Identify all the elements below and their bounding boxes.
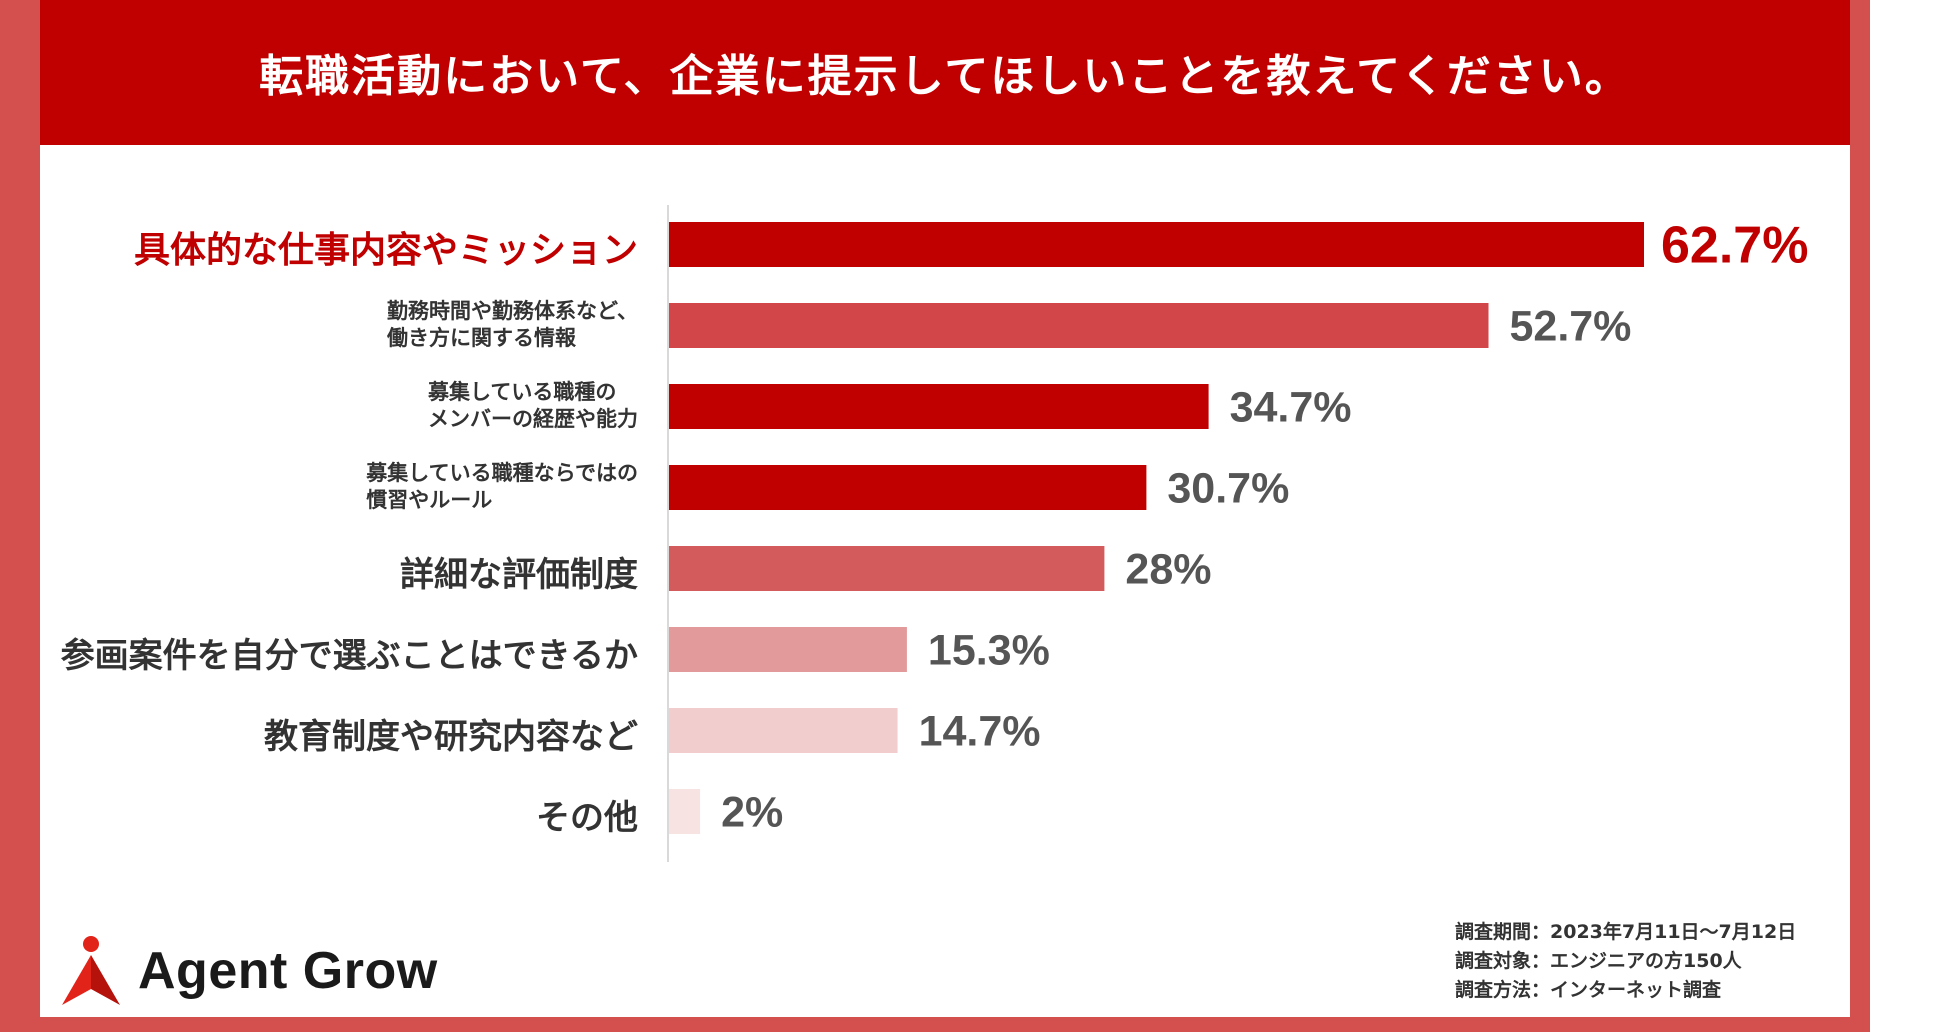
category-label-6: 参画案件を自分で選ぶことはできるか xyxy=(60,636,638,676)
value-label-1: 62.7% xyxy=(1661,217,1808,275)
bar-4 xyxy=(669,465,1147,510)
category-label-8: その他 xyxy=(536,798,638,838)
bar-7 xyxy=(669,708,898,753)
brand-name: Agent Grow xyxy=(138,942,438,1000)
value-label-7: 14.7% xyxy=(919,708,1041,756)
category-label-2: 勤務時間や勤務体系など、 働き方に関する情報 xyxy=(387,298,638,352)
value-label-6: 15.3% xyxy=(928,627,1050,675)
survey-method: 調査方法：インターネット調査 xyxy=(1455,979,1722,1001)
category-label-line: 慣習やルール xyxy=(366,488,493,512)
right-margin xyxy=(1870,0,1950,1032)
category-label-1: 具体的な仕事内容やミッション xyxy=(133,230,638,271)
category-label-line: 働き方に関する情報 xyxy=(387,326,577,350)
brand-logo: Agent Grow xyxy=(60,935,438,1007)
category-label-line: メンバーの経歴や能力 xyxy=(428,407,638,431)
person-arrow-logo-icon xyxy=(62,936,120,1005)
value-label-2: 52.7% xyxy=(1509,303,1631,351)
category-label-7: 教育制度や研究内容など xyxy=(264,717,638,757)
survey-target: 調査対象：エンジニアの方150人 xyxy=(1455,950,1742,972)
header-banner: 転職活動において、企業に提示してほしいことを教えてください。 xyxy=(40,0,1850,145)
bar-8 xyxy=(669,789,701,834)
value-label-8: 2% xyxy=(721,789,783,837)
bar-1 xyxy=(669,222,1644,267)
bar-2 xyxy=(669,303,1489,348)
value-label-4: 30.7% xyxy=(1167,465,1289,513)
category-label-4: 募集している職種ならではの 慣習やルール xyxy=(366,460,638,514)
value-label-5: 28% xyxy=(1125,546,1211,594)
bar-3 xyxy=(669,384,1209,429)
category-label-line: 勤務時間や勤務体系など、 xyxy=(387,299,638,323)
value-label-3: 34.7% xyxy=(1230,384,1352,432)
category-label-3: 募集している職種の メンバーの経歴や能力 xyxy=(428,379,638,433)
bar-6 xyxy=(669,627,907,672)
category-label-line: 募集している職種の xyxy=(428,380,617,404)
category-label-5: 詳細な評価制度 xyxy=(400,555,638,595)
chart-title: 転職活動において、企業に提示してほしいことを教えてください。 xyxy=(259,50,1631,102)
survey-period: 調査期間：2023年7月11日〜7月12日 xyxy=(1455,921,1797,943)
survey-notes: 調査期間：2023年7月11日〜7月12日 調査対象：エンジニアの方150人 調… xyxy=(1455,918,1796,1005)
bar-5 xyxy=(669,546,1105,591)
category-label-line: 募集している職種ならではの xyxy=(366,461,638,485)
